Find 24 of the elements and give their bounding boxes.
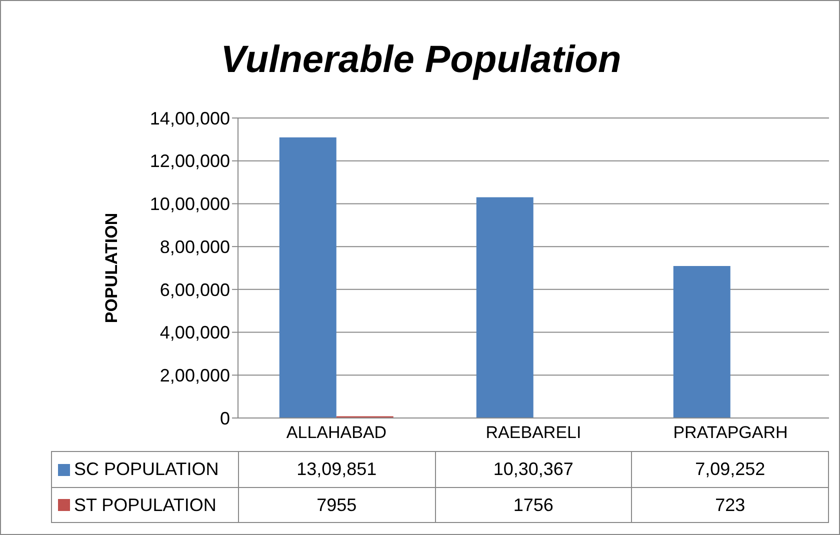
y-tick-label: 12,00,000 [150, 151, 230, 172]
chart-title: Vulnerable Population [220, 39, 622, 82]
legend-label: ST POPULATION [74, 494, 216, 516]
data-label: 1756 [436, 488, 632, 522]
y-tick-label: 14,00,000 [150, 108, 230, 128]
y-tick-label: 4,00,000 [160, 322, 230, 343]
y-axis-title: POPULATION [102, 212, 122, 324]
bar [673, 266, 730, 418]
x-tick-label: ALLAHABAD [286, 423, 387, 442]
data-label: 7,09,252 [632, 452, 830, 487]
y-tick-label: 2,00,000 [160, 366, 230, 386]
y-tick-label: 10,00,000 [150, 194, 230, 214]
data-label: 7955 [238, 488, 436, 522]
x-tick-label: RAEBARELI [486, 423, 582, 442]
y-tick-label: 8,00,000 [160, 236, 230, 257]
y-tick-label: 0 [220, 408, 230, 428]
data-label: 10,30,367 [436, 452, 632, 487]
data-label: 723 [632, 488, 830, 522]
data-label: 13,09,851 [238, 452, 436, 487]
y-tick-label: 6,00,000 [160, 280, 230, 300]
x-tick-label: PRATAPGARH [673, 423, 788, 442]
legend-label: SC POPULATION [74, 459, 219, 480]
bar [476, 197, 534, 418]
bar [279, 137, 336, 418]
